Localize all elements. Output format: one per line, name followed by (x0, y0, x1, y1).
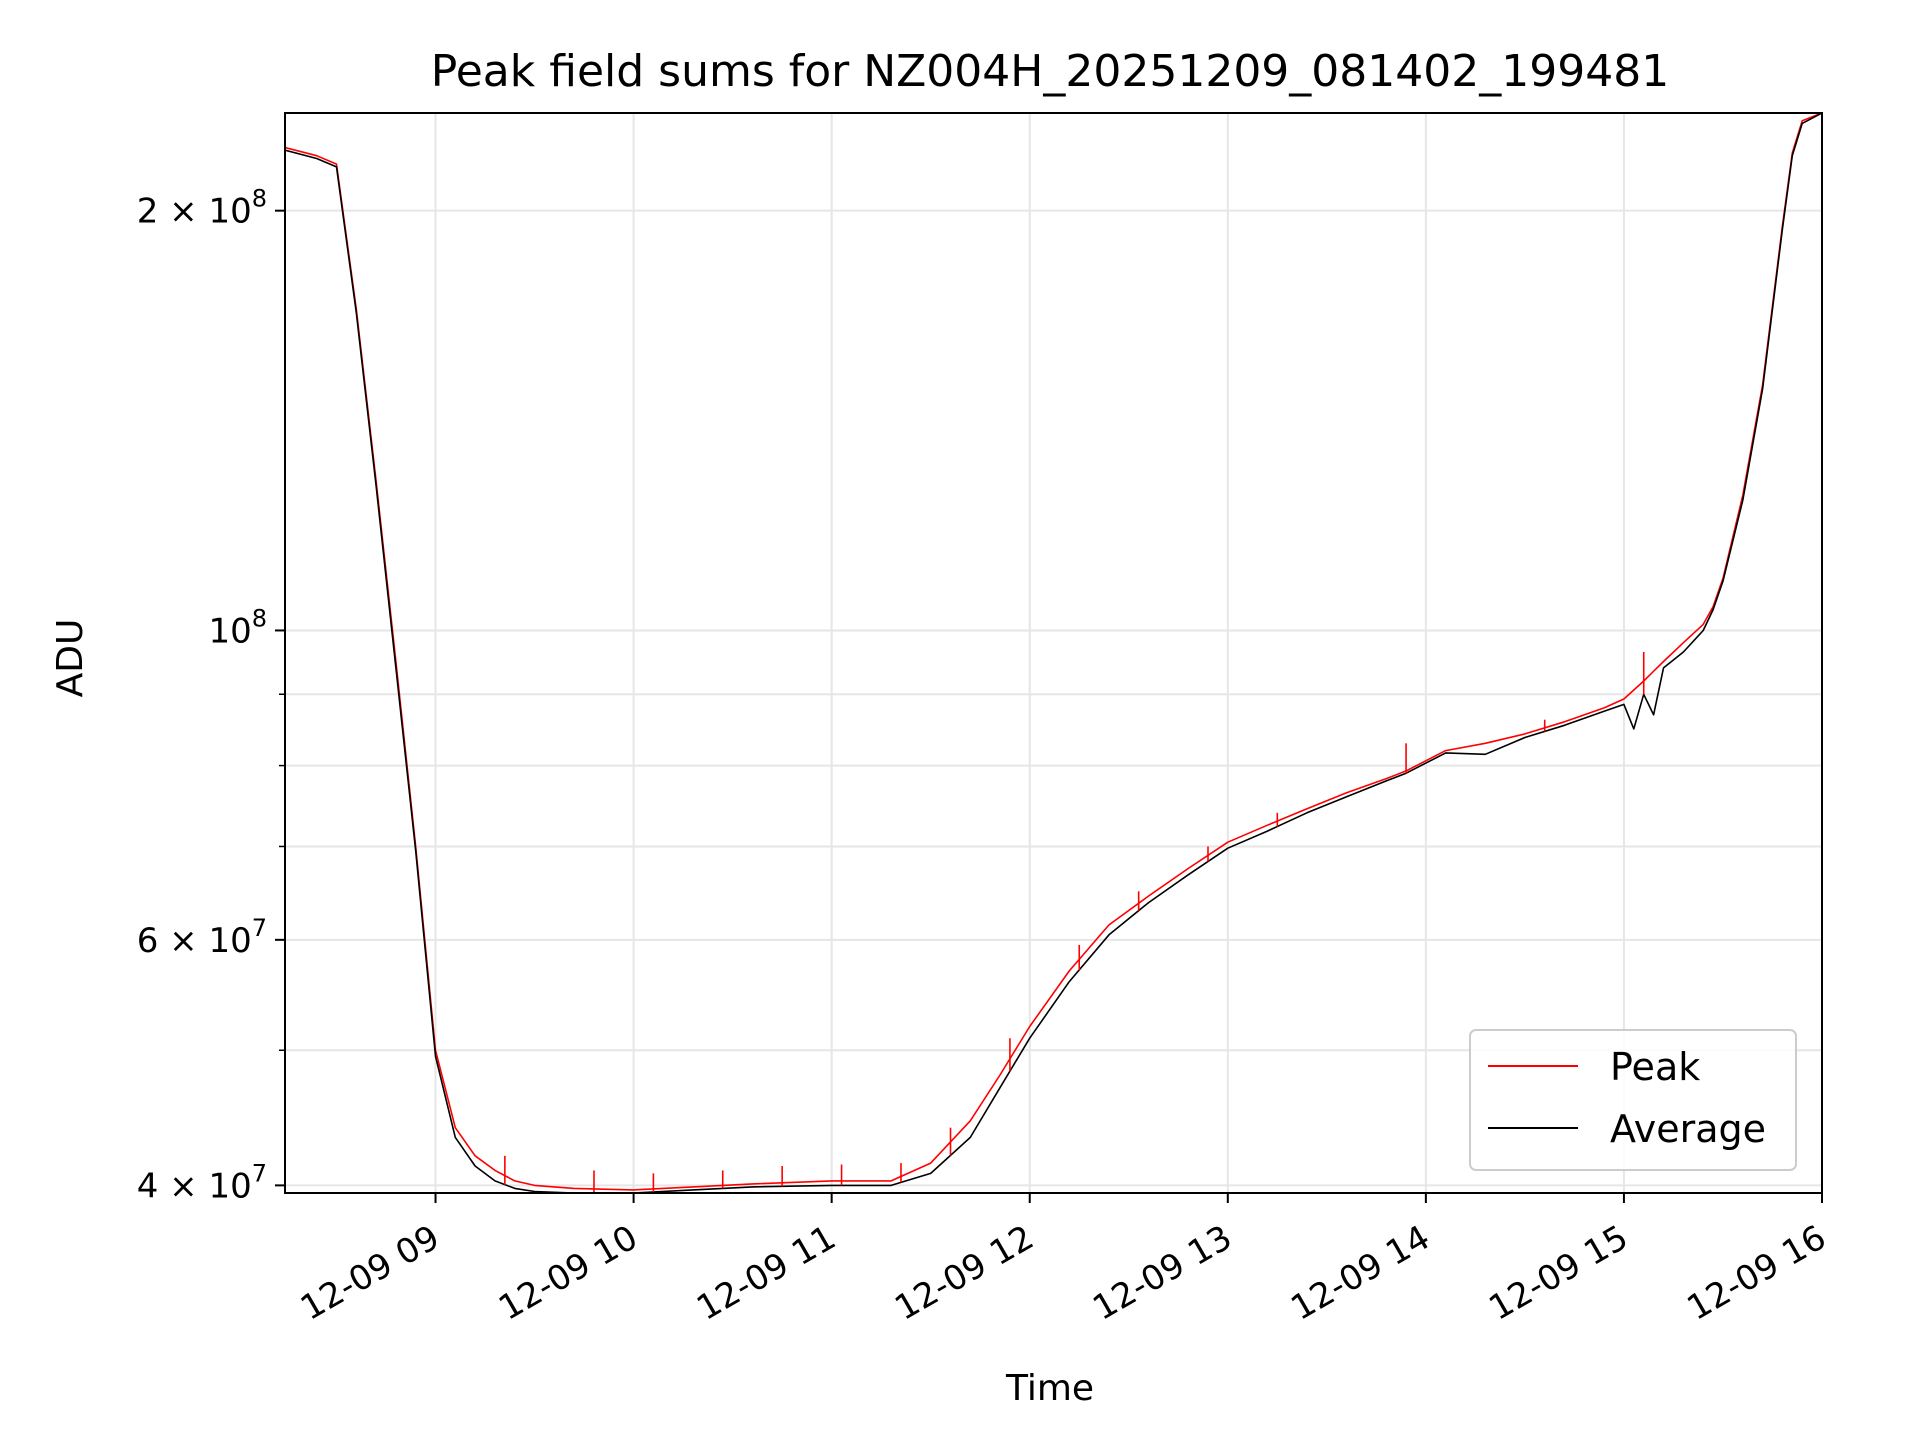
y-axis-label: ADU (50, 619, 91, 698)
x-tick-label: 12-09 12 (888, 1218, 1040, 1329)
y-tick-label: 4 × 107 (137, 1159, 267, 1206)
x-tick-label: 12-09 16 (1681, 1218, 1833, 1329)
plot-frame (284, 112, 1823, 1194)
legend-peak-label: Peak (1610, 1045, 1700, 1089)
x-tick-label: 12-09 13 (1086, 1218, 1238, 1329)
x-tick-label: 12-09 10 (492, 1218, 644, 1329)
series-line-peak (285, 113, 1822, 1191)
chart-title: Peak field sums for NZ004H_20251209_0814… (431, 46, 1669, 97)
legend-average-label: Average (1610, 1107, 1766, 1151)
plot-series (285, 113, 1822, 1193)
x-tick-label: 12-09 15 (1482, 1218, 1634, 1329)
grid (285, 113, 1823, 1193)
x-axis-label: Time (1005, 1368, 1094, 1409)
y-tick-label: 2 × 108 (137, 185, 267, 232)
y-tick-label: 6 × 107 (137, 914, 267, 961)
x-tick-label: 12-09 14 (1284, 1218, 1436, 1329)
x-tick-label: 12-09 11 (690, 1218, 842, 1329)
series-line-average (285, 113, 1822, 1193)
legend: Peak Average (1469, 1029, 1797, 1171)
y-tick-label: 108 (208, 604, 267, 651)
x-tick-label: 12-09 09 (294, 1218, 446, 1329)
